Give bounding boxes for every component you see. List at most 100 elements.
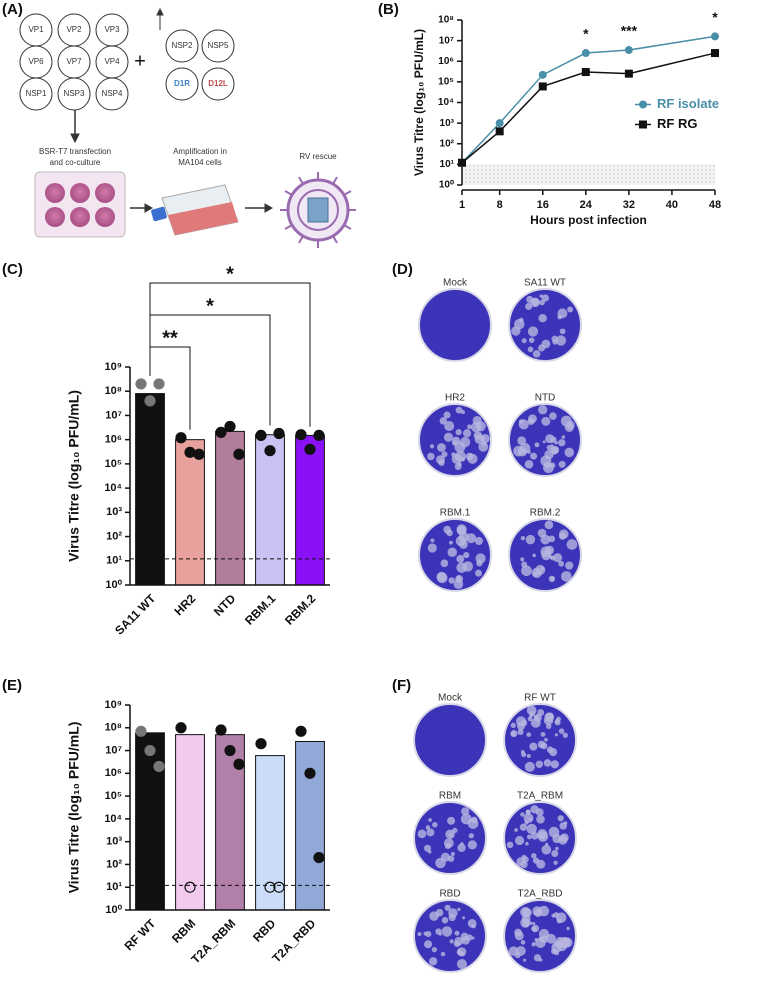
plaque — [535, 564, 546, 575]
y-tick-label: 10⁹ — [105, 699, 122, 711]
x-tick-label: T2A_RBD — [269, 916, 318, 965]
y-tick-label: 10⁷ — [105, 409, 122, 421]
plaque — [546, 723, 552, 730]
x-tick-label: 40 — [666, 199, 678, 211]
panel-label: (E) — [2, 677, 22, 694]
bar — [135, 732, 165, 911]
plaque-well — [418, 288, 492, 362]
plaque — [514, 318, 525, 330]
series-line — [461, 35, 716, 164]
bar — [255, 434, 285, 586]
data-point — [255, 738, 267, 750]
x-tick-label: SA11 WT — [112, 591, 159, 638]
plaque-label: RBM — [439, 791, 461, 802]
plaque-label: RF WT — [524, 693, 556, 704]
plasmid-label: VP2 — [66, 25, 82, 34]
x-tick-label: RF WT — [122, 916, 159, 953]
plaque — [548, 575, 556, 583]
plaque — [455, 575, 464, 584]
plaque-label: T2A_RBD — [517, 889, 562, 900]
plaque — [514, 931, 524, 941]
plaque — [551, 942, 562, 953]
data-point — [255, 429, 267, 442]
step-label: Amplification in — [173, 147, 227, 156]
plaque — [424, 940, 433, 949]
y-tick-label: 10⁴ — [104, 813, 122, 825]
data-point — [304, 443, 316, 455]
plaque — [456, 554, 465, 563]
plaque — [564, 447, 575, 458]
y-tick-label: 10⁰ — [105, 579, 122, 591]
step-label: and co-culture — [50, 158, 101, 167]
data-point — [224, 420, 236, 433]
plaque — [521, 565, 532, 577]
plaque — [520, 812, 525, 817]
plaque — [467, 840, 477, 850]
plaque — [523, 813, 534, 824]
data-point — [184, 446, 196, 458]
plaque — [532, 922, 536, 926]
plasmid — [165, 67, 199, 101]
plaque — [443, 525, 452, 534]
plaque — [451, 452, 456, 457]
plaque — [526, 823, 537, 835]
plaque — [520, 557, 525, 562]
plaque — [516, 946, 526, 956]
plaque — [460, 951, 465, 957]
plaque — [426, 828, 435, 837]
plaque — [550, 760, 559, 769]
plaque — [553, 553, 563, 563]
plaque — [457, 843, 466, 852]
plaque — [510, 722, 516, 728]
plaque — [443, 411, 451, 419]
plasmid — [165, 29, 199, 63]
data-point — [233, 448, 245, 460]
plaque-well — [413, 703, 487, 777]
plaque — [525, 302, 533, 311]
legend-marker — [639, 100, 647, 109]
plaque — [440, 559, 449, 568]
data-point — [184, 881, 196, 893]
plaque-label: RBM.2 — [530, 508, 561, 519]
plaque — [438, 932, 442, 936]
bar — [135, 393, 165, 586]
x-tick-label: 8 — [497, 199, 503, 211]
plasmid-label: VP3 — [104, 25, 120, 34]
data-point — [495, 127, 504, 136]
x-tick-label: HR2 — [171, 591, 198, 618]
plaque — [460, 932, 469, 941]
plaque — [565, 561, 574, 570]
plaque-label: Mock — [443, 278, 468, 289]
plaque — [525, 809, 531, 815]
plaque — [560, 415, 572, 427]
plaque — [457, 907, 461, 912]
y-tick-label: 10³ — [106, 506, 122, 518]
data-point — [624, 69, 633, 78]
plaque — [521, 561, 528, 568]
data-point — [273, 881, 285, 893]
plaque — [519, 823, 528, 831]
plaque — [520, 906, 531, 918]
data-point — [273, 427, 285, 440]
plaque — [562, 732, 568, 738]
plaque — [460, 842, 464, 846]
plaque — [540, 534, 551, 545]
plaque — [528, 337, 535, 344]
plaque-label: NTD — [535, 393, 556, 404]
data-point — [304, 767, 316, 779]
plaque — [561, 435, 566, 439]
plaque — [558, 460, 566, 468]
plaque — [526, 295, 534, 303]
plaque — [474, 536, 483, 546]
plasmid-label: NSP4 — [102, 89, 123, 98]
plaque — [523, 958, 527, 962]
data-point — [264, 445, 276, 457]
plaque — [427, 543, 437, 553]
y-tick-label: 10⁸ — [105, 385, 122, 397]
plaque — [448, 833, 453, 838]
plaque — [567, 306, 574, 313]
plaque — [522, 920, 530, 928]
plaque — [423, 844, 432, 852]
y-axis-label: Virus Titre (log₁₀ PFU/mL) — [412, 29, 426, 176]
plaque — [478, 441, 489, 452]
